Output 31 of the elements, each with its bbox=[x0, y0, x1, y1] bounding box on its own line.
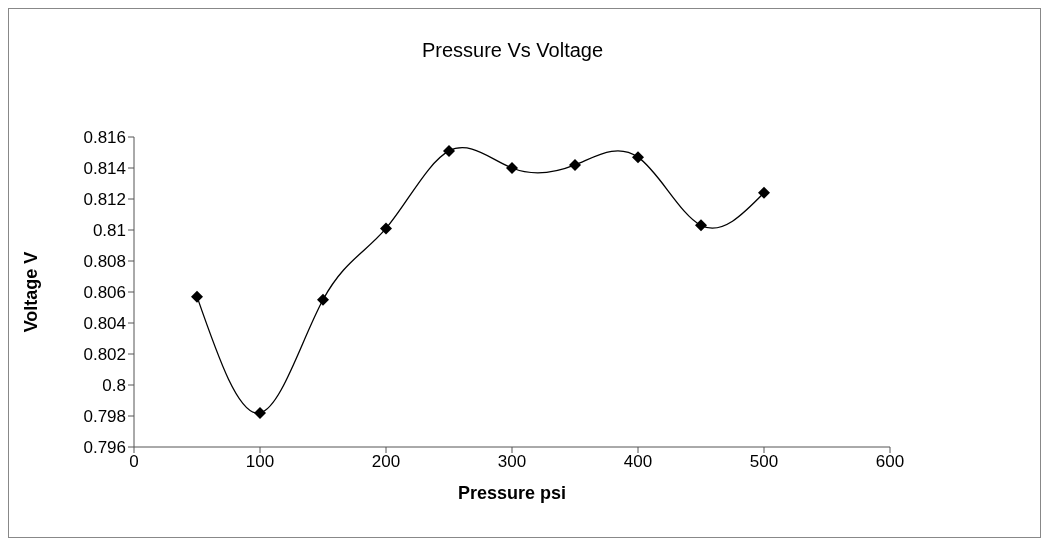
x-tick-label: 400 bbox=[623, 452, 653, 472]
chart-title: Pressure Vs Voltage bbox=[420, 39, 605, 62]
y-tick-label: 0.798 bbox=[83, 407, 126, 427]
point bbox=[695, 219, 707, 232]
x-tick-label: 600 bbox=[875, 452, 905, 472]
y-tick-label: 0.8 bbox=[102, 376, 126, 396]
y-tick-label: 0.808 bbox=[83, 252, 126, 272]
point bbox=[317, 293, 329, 306]
y-tick-label: 0.806 bbox=[83, 283, 126, 303]
x-tick-label: 200 bbox=[371, 452, 401, 472]
point bbox=[569, 158, 581, 171]
point bbox=[506, 162, 518, 174]
point bbox=[191, 290, 203, 303]
y-tick-label: 0.814 bbox=[83, 159, 126, 179]
point bbox=[254, 406, 266, 419]
y-tick-label: 0.796 bbox=[83, 438, 126, 458]
y-tick-label: 0.812 bbox=[83, 190, 126, 210]
x-tick-label: 300 bbox=[497, 452, 527, 472]
y-tick-label: 0.802 bbox=[83, 345, 126, 365]
x-tick-label: 100 bbox=[245, 452, 275, 472]
x-tick-label: 500 bbox=[749, 452, 779, 472]
point bbox=[380, 222, 392, 235]
y-tick-label: 0.804 bbox=[83, 314, 126, 334]
x-axis-title: Pressure psi bbox=[457, 483, 567, 503]
y-axis-title: Voltage V bbox=[21, 251, 42, 333]
point bbox=[443, 144, 455, 157]
y-tick-label: 0.816 bbox=[83, 128, 126, 148]
y-tick-label: 0.81 bbox=[92, 221, 126, 241]
point bbox=[758, 186, 770, 199]
x-tick-label: 0 bbox=[129, 452, 139, 472]
point bbox=[632, 151, 644, 164]
